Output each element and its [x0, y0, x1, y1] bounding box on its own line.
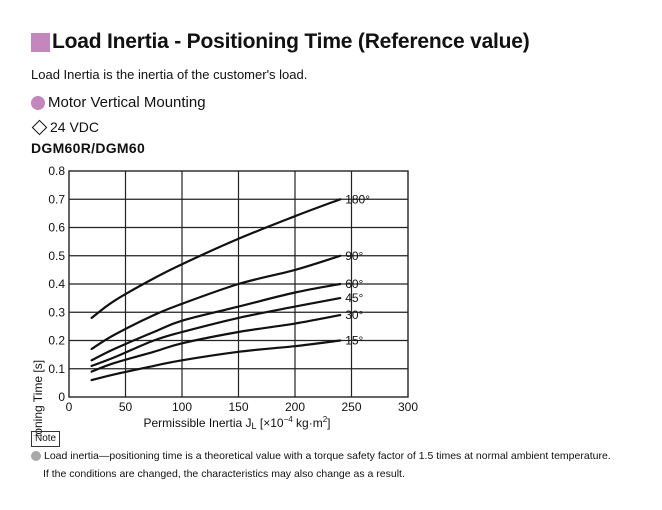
y-tick-label: 0.4	[48, 277, 65, 291]
page-title: Load Inertia - Positioning Time (Referen…	[52, 30, 530, 53]
note-label: Note	[31, 431, 61, 447]
note-text-1: Load inertia—positioning time is a theor…	[44, 450, 611, 462]
y-tick-label: 0.8	[48, 164, 65, 178]
note-line-1: Load inertia—positioning time is a theor…	[31, 450, 611, 462]
page-description: Load Inertia is the inertia of the custo…	[31, 67, 308, 82]
page-title-row: Load Inertia - Positioning Time (Referen…	[31, 30, 530, 54]
chart-series: 180° 90° 60°45° 30° 15°	[90, 192, 370, 382]
chart-tick-labels: 0 50 100 150 200 250 300 0 0.1 0.2 0.3 0.4 0.5 0.6 0.7…	[48, 164, 418, 414]
voltage-row: 24 VDC	[31, 119, 99, 135]
voltage-label: 24 VDC	[50, 119, 100, 135]
section-title: Motor Vertical Mounting	[48, 94, 206, 111]
series-label: 90°	[345, 249, 363, 263]
series-label: 15°	[345, 334, 363, 348]
series-label: 180°	[345, 192, 370, 206]
x-tick-label: 250	[341, 400, 361, 414]
section-heading: Motor Vertical Mounting	[31, 94, 206, 111]
title-square-icon	[31, 32, 50, 52]
y-axis-label: Positioning Time [s]	[31, 360, 45, 436]
y-tick-label: 0	[58, 390, 65, 404]
x-tick-label: 300	[398, 400, 418, 414]
positioning-time-chart: 0 50 100 150 200 250 300 0 0.1 0.2 0.3 0.4 0.5 0.6 0.7…	[31, 164, 418, 436]
model-name: DGM60R/DGM60	[31, 140, 146, 156]
series-line	[90, 314, 342, 373]
x-tick-label: 50	[119, 400, 133, 414]
series-line	[90, 339, 342, 382]
diamond-icon	[31, 119, 48, 135]
series-line	[90, 198, 342, 319]
series-line	[90, 254, 342, 351]
note-text-2: If the conditions are changed, the chara…	[43, 468, 405, 480]
series-line	[90, 282, 342, 362]
y-tick-label: 0.5	[48, 249, 65, 263]
series-label: 45°	[345, 291, 363, 305]
y-tick-label: 0.6	[48, 221, 65, 235]
y-tick-label: 0.7	[48, 192, 65, 206]
x-tick-label: 0	[66, 400, 73, 414]
circle-bullet-icon	[31, 95, 45, 110]
x-tick-label: 100	[172, 400, 192, 414]
y-tick-label: 0.3	[48, 305, 65, 319]
x-axis-label: Permissible Inertia JL [×10−4 kg·m2]	[143, 415, 330, 431]
x-tick-label: 200	[285, 400, 305, 414]
y-tick-label: 0.2	[48, 334, 65, 348]
x-tick-label: 150	[228, 400, 248, 414]
circle-bullet-icon	[31, 451, 41, 461]
series-label: 30°	[345, 308, 363, 322]
series-line	[90, 297, 342, 367]
series-label: 60°	[345, 277, 363, 291]
y-tick-label: 0.1	[48, 362, 65, 376]
